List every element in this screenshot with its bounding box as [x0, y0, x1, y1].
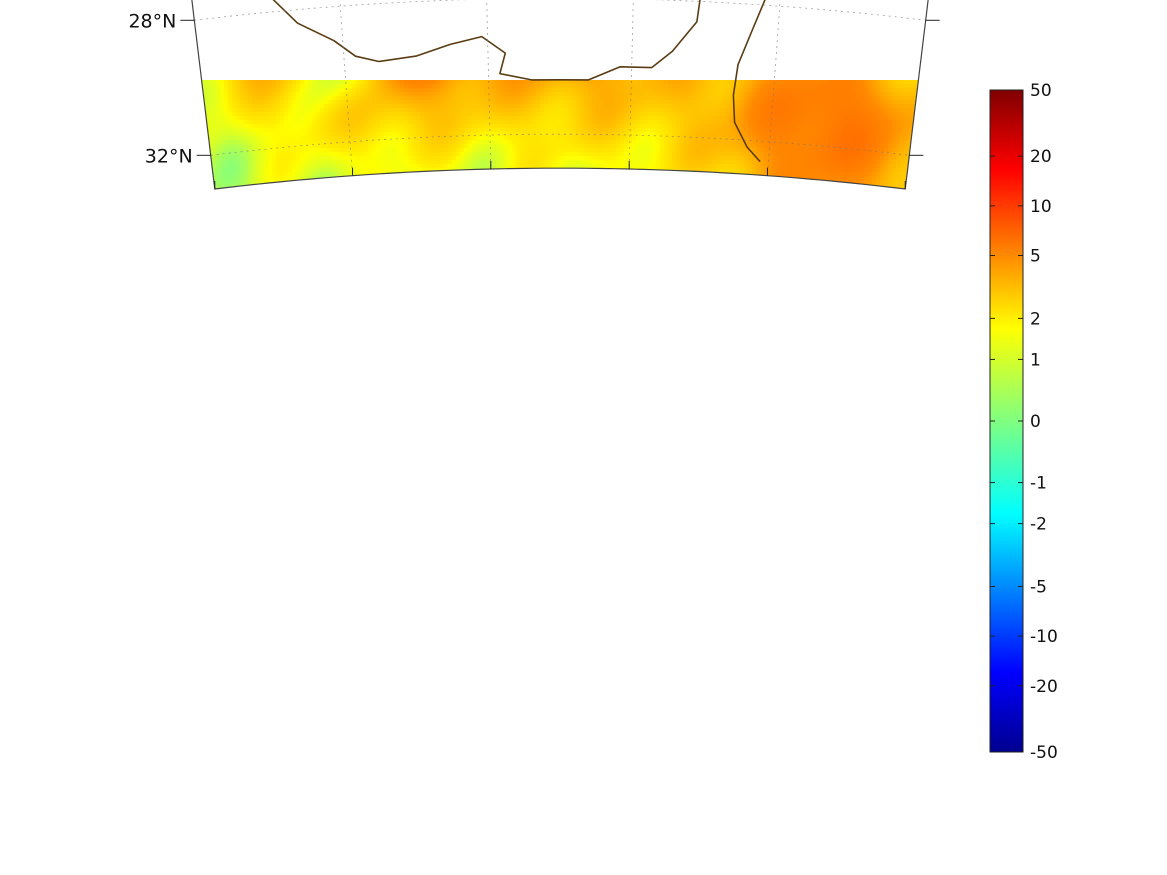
graticule [137, 0, 983, 189]
colorbar-tick-label: 5 [1030, 247, 1041, 267]
map-frame [191, 0, 929, 190]
coastlines [262, 0, 783, 163]
colorbar-tick-label: 0 [1030, 412, 1041, 432]
map-labels: 32°N28°N24°N20°N16°N100°W95°W90°W85°W80°… [128, 10, 193, 167]
colorbar-tick-label: -1 [1030, 474, 1047, 494]
colorbar-tick-label: -5 [1030, 578, 1047, 598]
colorbar-tick-label: -2 [1030, 515, 1047, 535]
anomaly-field [140, 80, 980, 189]
colorbar-tick-label: -20 [1030, 677, 1058, 697]
lat-tick-label: 32°N [145, 145, 193, 167]
colorbar-tick-label: 50 [1030, 81, 1052, 101]
coastline-gulf-coast [262, 0, 783, 163]
colorbar-tick-label: 10 [1030, 197, 1052, 217]
colorbar-tick-label: 1 [1030, 350, 1041, 370]
graticule-lat-line [210, 133, 910, 156]
lat-tick-label: 28°N [128, 10, 176, 32]
colorbar-tick-label: -50 [1030, 743, 1058, 763]
map-area: 32°N28°N24°N20°N16°N100°W95°W90°W85°W80°… [128, 0, 983, 190]
map-border [191, 0, 929, 190]
colorbar-tick-label: 2 [1030, 309, 1041, 329]
colorbar-tick-label: 20 [1030, 147, 1052, 167]
map-ticks [180, 19, 940, 190]
graticule-lat-line [194, 0, 926, 21]
colorbar-tick-label: -10 [1030, 627, 1058, 647]
